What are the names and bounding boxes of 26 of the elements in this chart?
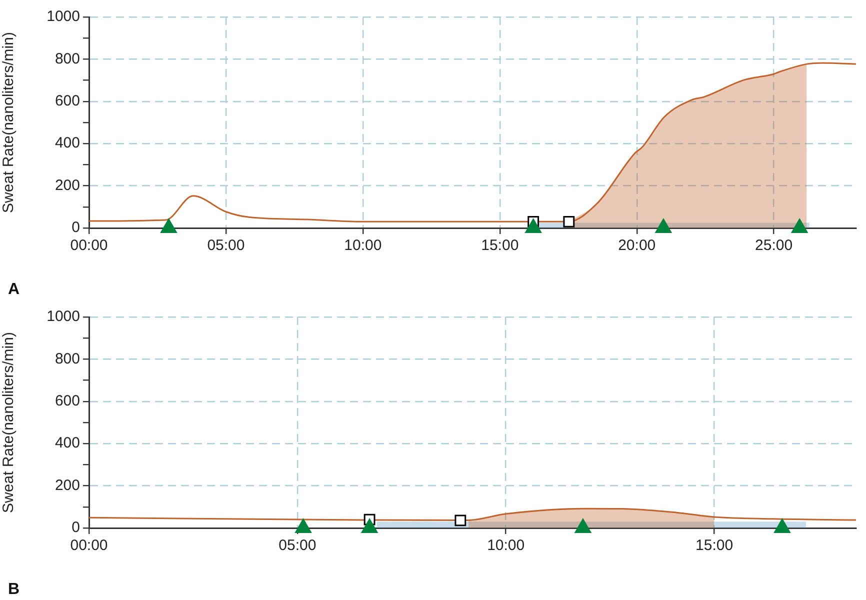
y-tick-label: 200 (54, 476, 80, 494)
y-tick-label: 800 (54, 350, 80, 368)
y-tick-label: 800 (54, 50, 80, 68)
y-tick-label: 600 (54, 392, 80, 410)
x-tick-label: 15:00 (481, 237, 519, 254)
y-tick-label: 0 (72, 219, 80, 236)
y-axis-title: Sweat Rate(nanoliters/min) (0, 332, 18, 513)
x-tick-label: 05:00 (278, 537, 316, 554)
text: A (8, 281, 20, 298)
y-tick-label: 400 (54, 134, 80, 152)
x-tick-label: 25:00 (755, 237, 793, 254)
y-tick-label: 1000 (46, 8, 80, 26)
x-tick-label: 10:00 (487, 537, 525, 554)
y-tick-label: 600 (54, 92, 80, 110)
y-tick-label: 0 (72, 519, 80, 536)
x-tick-label: 05:00 (207, 237, 245, 254)
x-tick-label: 00:00 (70, 537, 108, 554)
x-tick-label: 10:00 (344, 237, 382, 254)
text: B (8, 581, 20, 598)
y-tick-label: 200 (54, 176, 80, 194)
y-tick-label: 400 (54, 434, 80, 452)
y-tick-label: 1000 (46, 308, 80, 326)
x-tick-label: 00:00 (70, 237, 108, 254)
x-tick-label: 15:00 (696, 537, 734, 554)
x-tick-label: 20:00 (618, 237, 656, 254)
y-axis-title: Sweat Rate(nanoliters/min) (0, 32, 18, 213)
